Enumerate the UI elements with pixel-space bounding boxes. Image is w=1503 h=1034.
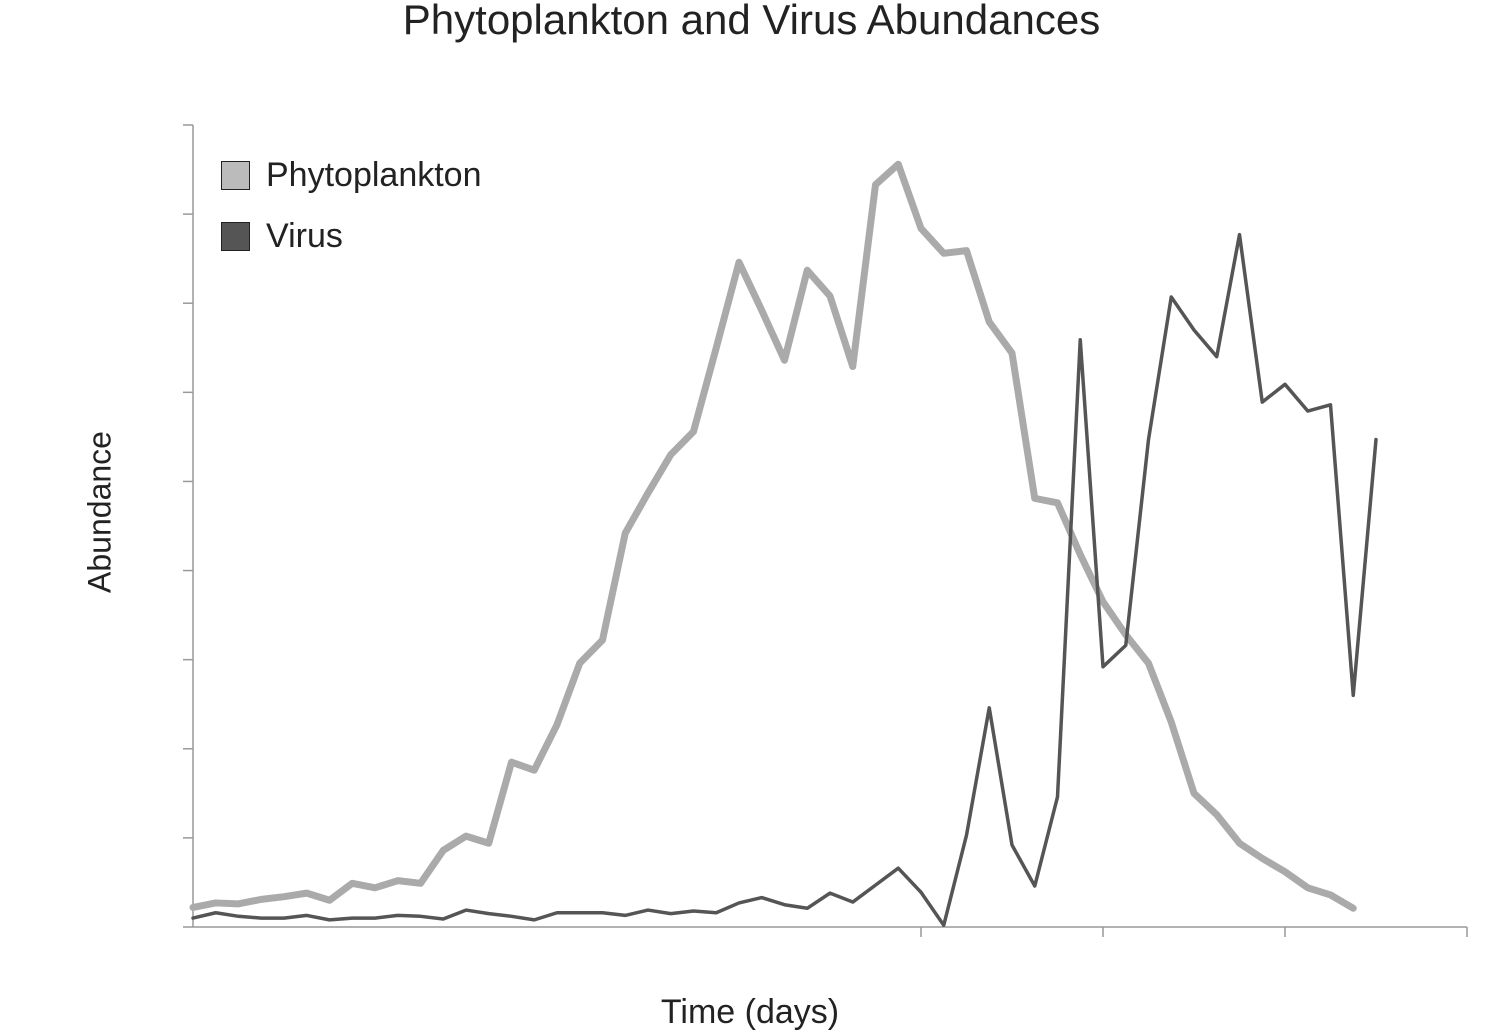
legend-swatch-virus (221, 222, 250, 251)
chart-title: Phytoplankton and Virus Abundances (402, 0, 1101, 43)
x-axis-label: Time (days) (660, 993, 840, 1031)
legend-swatch-phytoplankton (221, 161, 250, 190)
legend-label-phytoplankton: Phytoplankton (266, 156, 482, 194)
legend-label-virus: Virus (266, 217, 343, 255)
legend-item-phytoplankton: Phytoplankton (221, 156, 482, 195)
series-line-virus (191, 232, 1378, 927)
legend-item-virus: Virus (221, 217, 343, 256)
series-line-phytoplankton (189, 160, 1357, 912)
